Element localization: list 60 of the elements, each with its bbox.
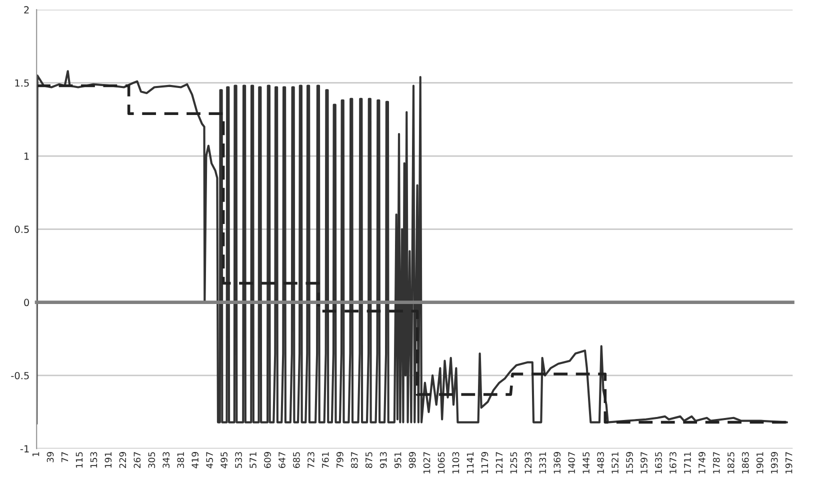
x-tick-label: 951 bbox=[394, 452, 402, 468]
x-tick-label: 723 bbox=[308, 452, 314, 468]
x-tick-label: 837 bbox=[350, 452, 358, 468]
x-tick-label: 1559 bbox=[626, 452, 633, 474]
y-tick-label: 2 bbox=[24, 6, 29, 14]
x-tick-label: 1027 bbox=[423, 452, 430, 474]
y-tick-label: 0.5 bbox=[14, 226, 29, 233]
x-tick-label: 647 bbox=[278, 452, 286, 468]
x-tick-label: 989 bbox=[408, 452, 416, 468]
x-tick-label: 1217 bbox=[496, 452, 502, 474]
x-tick-label: 1901 bbox=[756, 452, 764, 474]
x-tick-label: 1065 bbox=[438, 452, 445, 474]
x-tick-label: 1179 bbox=[481, 452, 488, 474]
y-tick-label: -0.5 bbox=[11, 372, 29, 380]
x-tick-label: 77 bbox=[61, 452, 68, 462]
x-tick-label: 115 bbox=[76, 452, 83, 468]
x-tick-label: 1103 bbox=[452, 452, 460, 474]
x-tick-label: 1711 bbox=[684, 452, 691, 474]
x-tick-label: 1407 bbox=[568, 452, 576, 474]
x-tick-label: 1445 bbox=[582, 452, 590, 474]
x-tick-label: 39 bbox=[46, 452, 54, 462]
x-tick-label: 419 bbox=[192, 452, 198, 468]
x-tick-label: 1255 bbox=[510, 452, 518, 474]
x-tick-label: 1977 bbox=[785, 452, 792, 474]
x-tick-label: 875 bbox=[365, 452, 372, 468]
x-tick-label: 1673 bbox=[670, 452, 676, 474]
y-tick-label: 1 bbox=[24, 152, 29, 160]
x-tick-label: 381 bbox=[177, 452, 184, 468]
x-tick-label: 229 bbox=[119, 452, 126, 468]
x-tick-label: 1597 bbox=[640, 452, 648, 474]
y-tick-label: 1.5 bbox=[15, 79, 29, 87]
y-tick-label: 0 bbox=[24, 298, 29, 306]
x-tick-label: 1 bbox=[32, 452, 40, 456]
x-tick-label: 457 bbox=[206, 452, 213, 468]
x-tick-label: 1635 bbox=[655, 452, 662, 474]
x-tick-label: 1141 bbox=[466, 452, 474, 474]
x-tick-label: 1293 bbox=[524, 452, 532, 474]
x-tick-label: 1863 bbox=[742, 452, 749, 474]
x-tick-label: 1749 bbox=[698, 452, 706, 474]
x-tick-label: 571 bbox=[250, 452, 256, 468]
x-tick-label: 533 bbox=[235, 452, 242, 468]
x-tick-label: 153 bbox=[90, 452, 98, 468]
y-tick-label: -1 bbox=[20, 445, 29, 452]
x-tick-label: 343 bbox=[162, 452, 170, 468]
x-tick-label: 761 bbox=[322, 452, 329, 468]
x-tick-label: 305 bbox=[148, 452, 156, 468]
x-tick-label: 1369 bbox=[554, 452, 561, 474]
x-tick-label: 1483 bbox=[597, 452, 604, 474]
x-tick-label: 609 bbox=[264, 452, 271, 468]
x-tick-label: 495 bbox=[220, 452, 228, 468]
x-tick-label: 1939 bbox=[770, 452, 778, 474]
x-tick-label: 1331 bbox=[539, 452, 546, 474]
x-tick-label: 191 bbox=[104, 452, 112, 468]
x-tick-label: 913 bbox=[380, 452, 387, 468]
x-tick-label: 685 bbox=[293, 452, 300, 468]
x-tick-label: 799 bbox=[336, 452, 344, 468]
x-tick-label: 267 bbox=[134, 452, 141, 468]
x-tick-label: 1825 bbox=[727, 452, 734, 474]
x-tick-label: 1521 bbox=[612, 452, 618, 474]
x-tick-label: 1787 bbox=[713, 452, 720, 474]
